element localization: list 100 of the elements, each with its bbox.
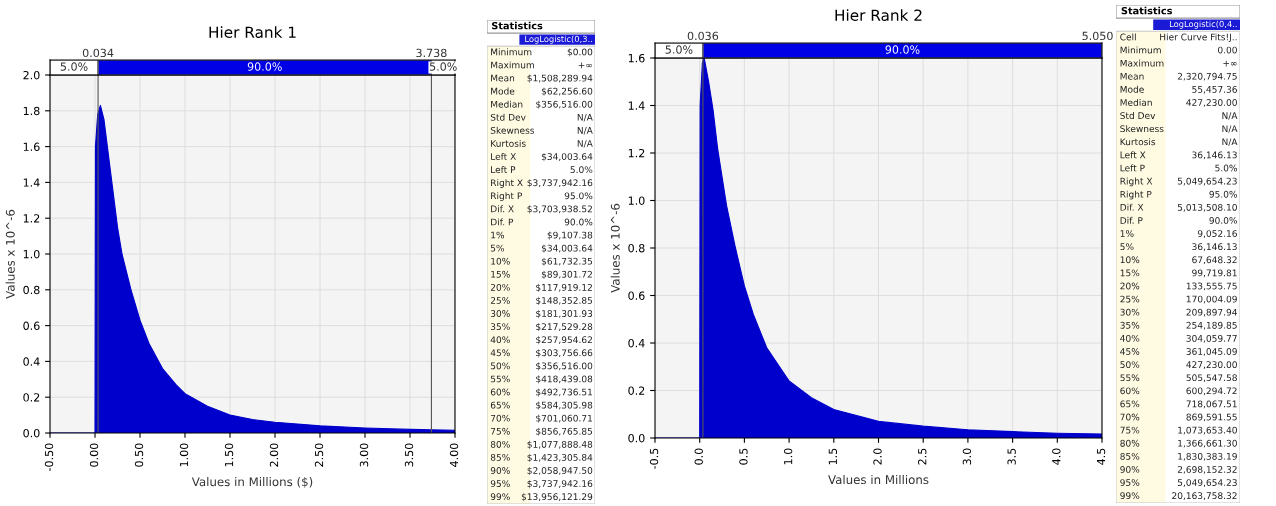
y-tick-label: 0.6 (628, 291, 645, 300)
text: 1,366,661.30 (1178, 439, 1237, 448)
text: $1,423,305.84 (527, 453, 593, 463)
x-tick-label: 0.50 (134, 443, 144, 467)
y-axis-title: Values x 10^-6 (5, 209, 15, 299)
text: $0.00 (567, 48, 593, 57)
text: 10% (1120, 256, 1140, 264)
text: $584,305.98 (536, 401, 593, 410)
text: Kurtosis (491, 139, 526, 147)
text: +∞ (578, 62, 592, 69)
text: $701,060.71 (536, 414, 593, 423)
text: 95% (490, 480, 510, 487)
text: $148,352.85 (536, 296, 593, 306)
text: N/A (577, 127, 593, 135)
x-tick-label: 1.5 (828, 448, 838, 465)
text: 60% (1120, 387, 1140, 395)
text: $1,508,289.94 (527, 74, 593, 83)
text: Right X (1120, 177, 1153, 187)
text: LogLogistic(0,3.. (525, 35, 592, 44)
text: 20,163,758.32 (1172, 492, 1237, 500)
ref-line-label: 0.036 (687, 31, 719, 41)
text: 85% (1120, 452, 1140, 460)
text: Median (491, 100, 523, 108)
text: 5% (490, 244, 505, 252)
text: 5.0% (1215, 164, 1238, 172)
text: $61,732.35 (541, 257, 593, 266)
text: 67,648.32 (1192, 256, 1237, 265)
x-tick-label: 4.0 (1052, 448, 1061, 465)
text: $1,077,888.48 (527, 440, 593, 449)
chart-title: Hier Rank 2 (835, 9, 922, 21)
text: $9,107.38 (547, 231, 593, 240)
y-tick-label: 0.8 (23, 285, 40, 295)
text: 36,146.13 (1192, 151, 1237, 160)
text: 65% (490, 401, 510, 409)
x-tick-label: 2.00 (269, 443, 279, 467)
text: $3,703,938.52 (527, 205, 592, 214)
text: 95% (1120, 479, 1140, 486)
text: 2,320,794.75 (1177, 72, 1237, 81)
x-axis-title: Values in Millions ($) (191, 477, 313, 488)
text: $34,003.64 (541, 244, 593, 253)
text: 30% (1120, 308, 1140, 316)
text: $2,058,947.50 (527, 466, 593, 476)
y-tick-label: 1.0 (23, 249, 40, 259)
text: 5% (1120, 243, 1134, 251)
text: N/A (1222, 125, 1238, 133)
x-tick-label: 1.0 (783, 448, 793, 465)
text: 80% (490, 440, 510, 448)
ref-line-label: 0.034 (82, 48, 114, 58)
x-tick-label: -0.50 (44, 443, 54, 471)
text: Mode (1120, 85, 1144, 93)
text: 0.00 (1218, 46, 1237, 54)
text: $418,439.08 (536, 375, 593, 384)
text: 70% (1120, 413, 1140, 421)
text: Skewness (490, 126, 535, 134)
text: $257,954.62 (536, 336, 592, 345)
text: 36,146.13 (1192, 243, 1237, 251)
text: 90.0% (247, 62, 282, 71)
text: $89,301.72 (541, 270, 592, 279)
text: 60% (490, 388, 510, 396)
text: $492,736.51 (536, 388, 593, 397)
text: 15% (491, 270, 510, 278)
text: Right P (1120, 190, 1152, 200)
text: 20% (1120, 282, 1140, 290)
text: 65% (1120, 400, 1140, 408)
y-tick-label: 1.4 (23, 178, 40, 187)
text: Minimum (491, 48, 532, 56)
text: $356,516.00 (536, 362, 593, 371)
text: $3,737,942.16 (527, 480, 593, 489)
text: $856,765.85 (536, 427, 593, 436)
text: 5.0% (665, 45, 693, 54)
y-tick-label: 0.2 (23, 393, 40, 402)
text: 95.0% (564, 192, 593, 200)
x-tick-label: 3.0 (962, 448, 972, 465)
x-tick-label: -0.5 (649, 448, 659, 469)
text: 90% (1120, 466, 1140, 473)
text: 50% (490, 362, 510, 370)
text: 170,004.09 (1186, 295, 1237, 304)
text: 9,052.16 (1197, 230, 1237, 238)
text: $13,956,121.29 (521, 493, 593, 502)
text: $3,737,942.16 (527, 179, 593, 188)
text: 70% (490, 414, 510, 422)
text: 1,830,383.19 (1178, 452, 1237, 461)
text: Left P (1120, 164, 1145, 172)
text: Minimum (1120, 46, 1161, 54)
text: 75% (490, 427, 510, 435)
text: 5,049,654.23 (1177, 177, 1237, 186)
x-tick-label: 1.00 (179, 443, 189, 467)
text: 40% (490, 336, 510, 344)
text: 80% (1120, 439, 1140, 447)
text: Mode (491, 87, 515, 95)
text: Cell (1120, 33, 1136, 41)
y-tick-label: 0.0 (628, 433, 645, 443)
x-tick-label: 1.50 (224, 443, 234, 467)
y-tick-label: 0.4 (628, 338, 645, 348)
text: Median (1120, 98, 1152, 106)
text: Mean (1120, 72, 1144, 80)
y-tick-label: 0.8 (628, 243, 645, 253)
text: 869,591.55 (1186, 413, 1237, 422)
text: 25% (490, 297, 510, 304)
text: Std Dev (1120, 112, 1156, 120)
